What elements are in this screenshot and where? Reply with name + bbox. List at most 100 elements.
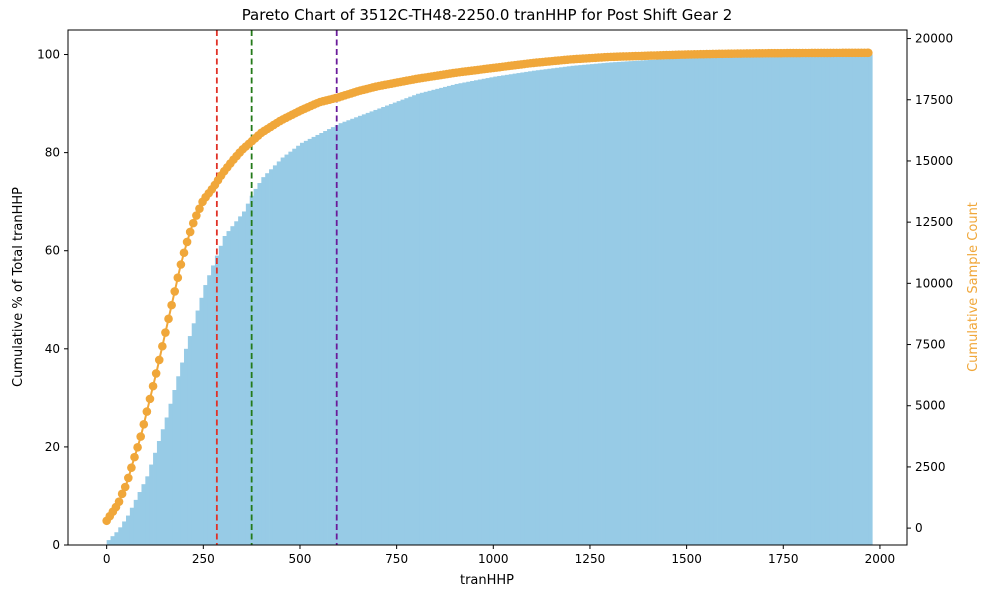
data-point xyxy=(148,381,158,391)
bar xyxy=(814,54,819,546)
bar xyxy=(586,64,591,546)
bar xyxy=(794,55,800,546)
bar xyxy=(798,55,804,546)
bar xyxy=(609,62,614,546)
data-point xyxy=(127,463,136,472)
bar xyxy=(327,129,332,545)
data-point xyxy=(145,394,155,404)
y-tick-label: 60 xyxy=(45,244,60,258)
bar xyxy=(191,323,196,545)
bar xyxy=(617,61,622,545)
bar xyxy=(802,55,807,545)
plot-frame xyxy=(67,29,908,546)
bar xyxy=(601,63,606,546)
data-point xyxy=(130,452,139,462)
bar xyxy=(245,203,251,545)
data-point xyxy=(195,204,204,213)
x-tick-label: 750 xyxy=(385,552,408,566)
bar xyxy=(446,85,452,545)
bar xyxy=(829,54,834,546)
y2-tick-label: 10000 xyxy=(915,276,953,290)
data-point xyxy=(154,355,164,365)
y2-tick-label: 5000 xyxy=(915,399,946,413)
bar xyxy=(566,66,572,546)
bar xyxy=(818,54,823,546)
bar xyxy=(682,58,688,546)
y2-tick-label: 20000 xyxy=(915,32,953,46)
bar xyxy=(849,54,854,546)
bar xyxy=(856,54,862,546)
bar xyxy=(126,515,131,545)
bar xyxy=(365,112,370,545)
bar xyxy=(137,492,142,545)
bar xyxy=(257,183,262,545)
bar xyxy=(408,96,413,545)
bar xyxy=(222,236,227,545)
bar xyxy=(450,84,456,546)
bar xyxy=(439,87,444,545)
bar xyxy=(350,118,355,545)
bar xyxy=(543,69,548,546)
bar xyxy=(319,133,324,545)
bar xyxy=(636,60,641,546)
bar xyxy=(187,336,193,545)
bar xyxy=(744,56,749,545)
bar xyxy=(261,177,266,545)
data-point xyxy=(136,432,145,441)
bar xyxy=(226,231,231,545)
y2-axis-label: Cumulative Sample Count xyxy=(966,202,981,372)
bar xyxy=(659,59,664,545)
bar xyxy=(562,66,568,545)
y-tick-label: 100 xyxy=(37,48,60,62)
x-tick-label: 500 xyxy=(289,552,312,566)
bar xyxy=(512,73,517,546)
bar xyxy=(338,123,343,545)
bar xyxy=(199,297,204,545)
bar xyxy=(675,58,680,546)
bar xyxy=(288,151,293,545)
bar xyxy=(640,60,645,545)
bar xyxy=(651,59,657,545)
bar xyxy=(725,56,730,546)
bar xyxy=(852,54,858,545)
bar xyxy=(218,245,224,545)
y-axis-ticks: 0 20 40 60 80 100 xyxy=(37,48,68,552)
bar xyxy=(207,275,212,545)
bar xyxy=(481,78,486,546)
bar xyxy=(462,82,467,545)
data-point xyxy=(164,314,173,324)
data-point xyxy=(142,407,152,416)
data-point xyxy=(167,300,176,310)
bar xyxy=(303,140,309,545)
bar xyxy=(423,91,428,546)
bar xyxy=(377,108,382,545)
x-tick-label: 1750 xyxy=(768,552,799,566)
bars-layer xyxy=(106,54,873,546)
bar xyxy=(164,417,169,545)
bar xyxy=(106,540,111,545)
x-tick-label: 250 xyxy=(192,552,215,566)
data-point xyxy=(114,497,124,506)
bar xyxy=(160,429,166,545)
bar xyxy=(172,390,177,545)
bar xyxy=(388,104,394,545)
bar xyxy=(582,64,587,546)
chart-title: Pareto Chart of 3512C-TH48-2250.0 tranHH… xyxy=(242,6,733,24)
bar xyxy=(183,348,189,545)
bar xyxy=(296,145,301,545)
data-point xyxy=(124,473,133,483)
bar xyxy=(497,76,502,545)
bar xyxy=(466,81,471,545)
bar xyxy=(473,80,479,546)
bar xyxy=(122,521,127,545)
y2-tick-label: 2500 xyxy=(915,460,946,474)
bar xyxy=(443,86,448,546)
bar xyxy=(299,142,305,545)
bar xyxy=(694,57,699,545)
bar xyxy=(284,154,289,545)
y2-tick-label: 15000 xyxy=(915,154,953,168)
y2-tick-label: 0 xyxy=(915,521,923,535)
bar xyxy=(396,101,401,546)
bar xyxy=(632,60,637,546)
bar xyxy=(272,165,278,545)
